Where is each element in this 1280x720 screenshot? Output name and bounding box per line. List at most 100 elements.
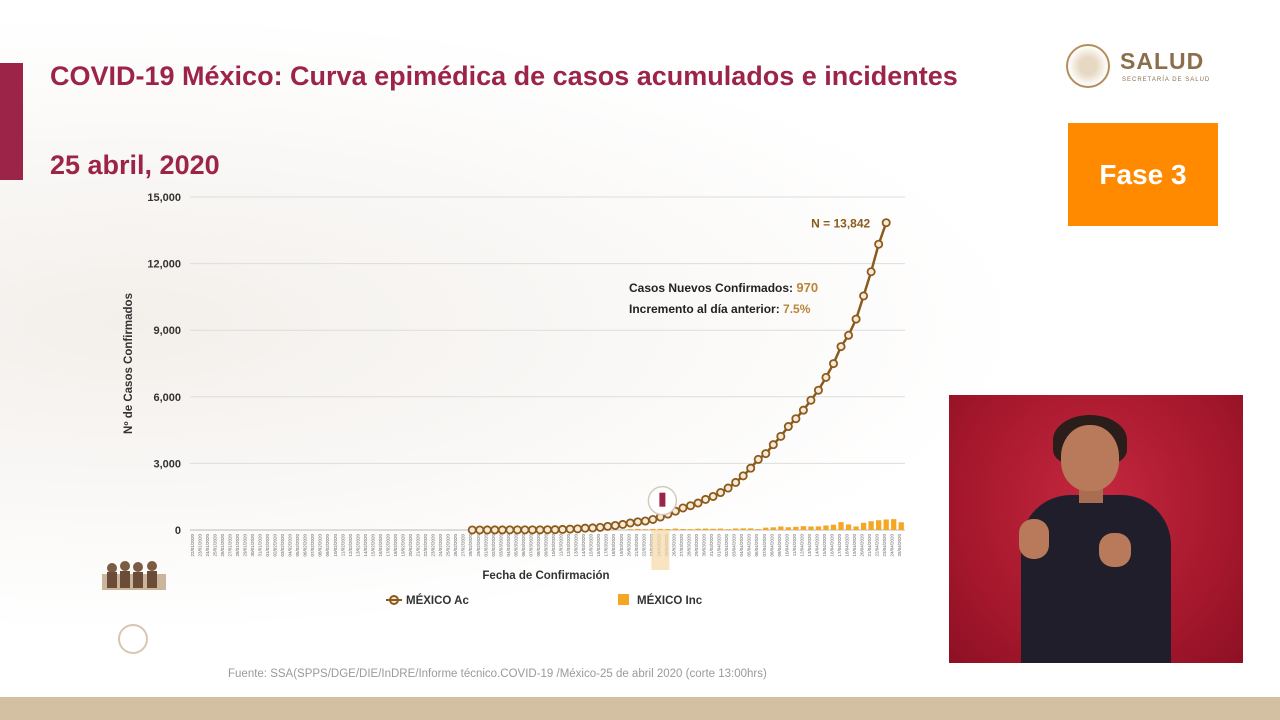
x-tick-label: 09/04/2020 [777,534,782,557]
y-tick-label: 6,000 [153,392,181,404]
cumulative-point [520,525,530,535]
x-tick-label: 30/01/2020 [250,534,255,557]
x-tick-label: 13/02/2020 [355,534,360,557]
incident-bar [725,529,731,530]
x-tick-label: 23/02/2020 [431,534,436,557]
source-note: Fuente: SSA(SPPS/DGE/DIE/InDRE/Informe t… [228,668,767,680]
x-tick-label: 20/04/2020 [860,534,865,557]
cumulative-point [731,477,741,487]
footer-band [0,697,1280,720]
cumulative-point [603,521,613,531]
x-tick-label: 30/03/2020 [702,534,707,557]
x-tick-label: 05/02/2020 [295,534,300,557]
x-tick-label: 31/01/2020 [258,534,263,557]
incident-bar [838,522,844,530]
x-tick-label: 22/04/2020 [875,534,880,557]
cumulative-point [813,385,823,395]
x-tick-label: 07/02/2020 [310,534,315,557]
x-tick-label: 08/04/2020 [769,534,774,557]
sign-language-video [949,395,1243,663]
x-tick-label: 01/03/2020 [483,534,488,557]
x-tick-label: 19/02/2020 [401,534,406,557]
cumulative-point [490,525,500,535]
incident-bar [740,528,746,530]
logo-subtext: SECRETARÍA DE SALUD [1122,77,1211,83]
x-tick-label: 06/03/2020 [521,534,526,557]
cumulative-point [776,431,786,441]
incident-bar [748,528,754,530]
x-tick-label: 11/02/2020 [340,534,345,557]
x-tick-label: 05/04/2020 [747,534,752,557]
x-tick-label: 12/02/2020 [348,534,353,557]
x-tick-label: 24/02/2020 [438,534,443,557]
incident-bar [898,522,904,530]
y-tick-label: 12,000 [147,259,181,271]
cumulative-point [738,471,748,481]
cumulative-point [753,454,763,464]
x-tick-label: 25/04/2020 [897,534,902,557]
incident-bar [830,524,837,530]
cumulative-point [610,520,620,530]
x-tick-label: 10/04/2020 [784,534,789,557]
x-tick-label: 12/04/2020 [799,534,804,557]
cumulative-point [573,524,583,534]
cumulative-point [640,516,650,526]
y-tick-label: 0 [175,525,181,537]
y-tick-label: 9,000 [153,325,181,337]
x-axis-title: Fecha de Confirmación [482,570,609,582]
cumulative-point [618,519,628,529]
x-tick-label: 28/02/2020 [468,534,473,557]
cumulative-point [580,523,590,533]
incident-bar [627,529,633,530]
x-tick-label: 28/01/2020 [235,534,240,557]
incident-bar [860,522,867,530]
historical-figures-icon [102,561,166,590]
x-tick-label: 17/03/2020 [604,534,609,557]
cumulative-point [558,524,568,534]
cumulative-point [542,525,552,535]
interpreter-hand-right [1099,533,1131,567]
x-tick-label: 27/01/2020 [227,534,232,557]
national-seal-icon [1066,44,1110,88]
cumulative-point [678,503,688,513]
incident-bar [808,526,814,530]
phase-highlight [651,530,670,570]
incident-bar [710,528,716,530]
x-tick-label: 22/02/2020 [423,534,428,557]
x-tick-label: 24/04/2020 [890,534,895,557]
slide-date: 25 abril, 2020 [50,150,220,180]
x-tick-label: 10/02/2020 [333,534,338,557]
x-tick-label: 16/03/2020 [596,534,601,557]
incident-bar [793,526,799,530]
incident-bar [665,528,671,530]
cumulative-point [829,359,839,369]
cumulative-point [475,525,485,535]
cumulative-point [701,494,711,504]
incident-bar [650,528,656,530]
cumulative-point [836,342,846,352]
x-tick-label: 26/03/2020 [671,534,676,557]
accent-bar [0,63,23,180]
x-tick-label: 21/04/2020 [867,534,872,557]
x-tick-label: 07/04/2020 [762,534,767,557]
incident-bar [717,528,724,530]
cumulative-point [866,267,876,277]
x-tick-label: 19/04/2020 [852,534,857,557]
cumulative-point [798,405,808,415]
incident-bar [680,528,686,530]
legend-bar-icon [618,594,629,605]
x-tick-label: 14/04/2020 [814,534,819,557]
x-tick-label: 16/02/2020 [378,534,383,557]
interpreter-hand-left [1019,519,1049,559]
x-tick-label: 10/03/2020 [551,534,556,557]
x-tick-label: 27/02/2020 [461,534,466,557]
x-tick-label: 22/01/2020 [190,534,195,557]
x-tick-label: 22/03/2020 [641,534,646,557]
cumulative-point [497,525,507,535]
incident-bar [733,528,739,530]
x-tick-label: 18/04/2020 [845,534,850,557]
x-tick-label: 03/04/2020 [732,534,737,557]
incident-bar [868,521,874,530]
small-seal-icon [118,624,148,654]
